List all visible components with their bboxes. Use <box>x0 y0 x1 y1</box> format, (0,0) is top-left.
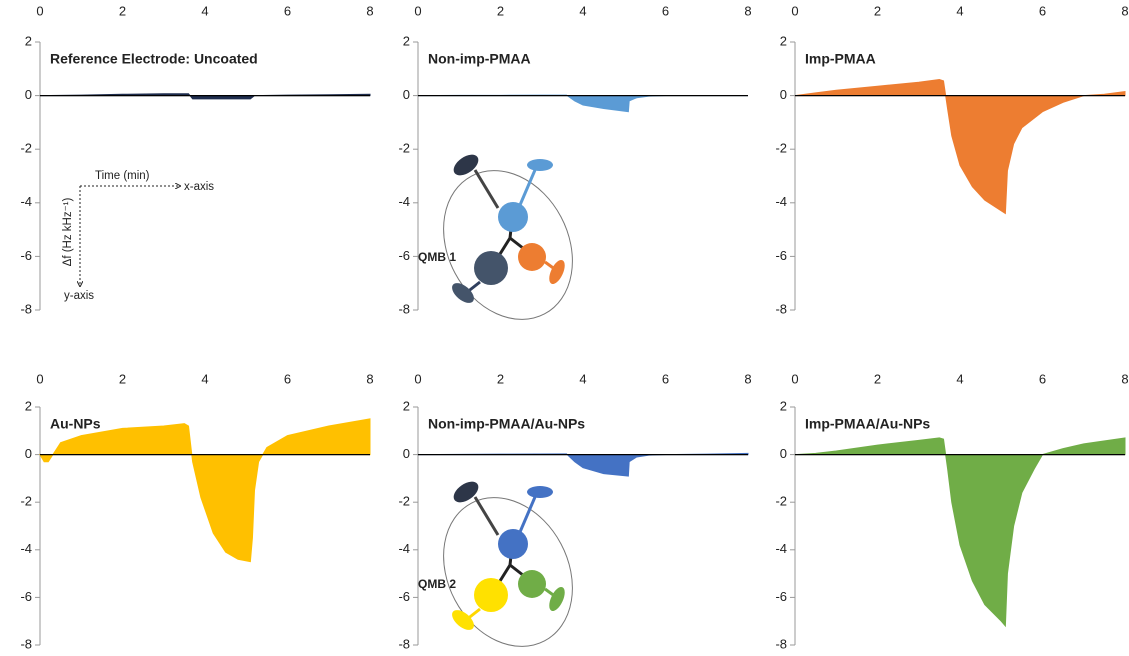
x-tick-label: 0 <box>414 371 421 386</box>
y-tick-label: -6 <box>20 248 32 263</box>
qmb-inset: QMB 2 <box>418 475 598 656</box>
x-tick-label: 8 <box>366 371 373 386</box>
figure: Time (min) x-axis Δf (Hz kHz⁻¹) y-axis Q… <box>0 0 1129 656</box>
x-tick-label: 4 <box>579 371 586 386</box>
panel-title: Au-NPs <box>50 416 101 432</box>
annotation: y-axis <box>64 290 94 302</box>
annotation: QMB 2 <box>418 577 456 591</box>
x-tick-label: 6 <box>284 371 291 386</box>
y-tick-label: 0 <box>780 87 787 102</box>
y-tick-label: -8 <box>775 636 787 651</box>
x-tick-label: 8 <box>1121 3 1128 18</box>
y-tick-label: -6 <box>775 589 787 604</box>
x-tick-label: 4 <box>579 3 586 18</box>
y-tick-label: -8 <box>775 301 787 316</box>
area <box>40 94 370 99</box>
x-tick-label: 2 <box>497 3 504 18</box>
y-tick-label: -8 <box>20 301 32 316</box>
y-tick-label: 0 <box>403 446 410 461</box>
y-tick-label: 0 <box>403 87 410 102</box>
x-tick-label: 0 <box>791 3 798 18</box>
x-tick-label: 8 <box>744 371 751 386</box>
y-tick-label: -4 <box>398 541 410 556</box>
x-tick-label: 6 <box>662 371 669 386</box>
annotation: Δf (Hz kHz⁻¹) <box>62 197 74 266</box>
y-tick-label: -4 <box>20 194 32 209</box>
y-tick-label: -4 <box>398 194 410 209</box>
x-tick-label: 4 <box>201 371 208 386</box>
y-tick-label: -6 <box>398 248 410 263</box>
y-tick-label: -2 <box>20 141 32 156</box>
annotation: Time (min) <box>95 170 150 182</box>
x-tick-label: 2 <box>497 371 504 386</box>
x-tick-label: 6 <box>1039 371 1046 386</box>
y-tick-label: -8 <box>20 636 32 651</box>
qmb-inset: QMB 1 <box>418 148 598 342</box>
y-tick-label: -4 <box>20 541 32 556</box>
x-tick-label: 0 <box>414 3 421 18</box>
x-tick-label: 6 <box>284 3 291 18</box>
x-tick-label: 4 <box>956 3 963 18</box>
panel-title: Imp-PMAA <box>805 51 876 67</box>
y-tick-label: -2 <box>775 141 787 156</box>
y-tick-label: -8 <box>398 301 410 316</box>
y-tick-label: -4 <box>775 194 787 209</box>
area <box>418 453 748 476</box>
panel-title: Reference Electrode: Uncoated <box>50 51 258 67</box>
panel-title: Non-imp-PMAA/Au-NPs <box>428 416 585 432</box>
y-tick-label: -2 <box>20 494 32 509</box>
y-tick-label: -6 <box>20 589 32 604</box>
area <box>795 80 1125 214</box>
y-tick-label: 0 <box>25 87 32 102</box>
x-tick-label: 0 <box>36 371 43 386</box>
annotation: x-axis <box>184 181 214 193</box>
x-tick-label: 2 <box>119 3 126 18</box>
x-tick-label: 6 <box>1039 3 1046 18</box>
x-tick-label: 4 <box>201 3 208 18</box>
y-tick-label: 2 <box>403 33 410 48</box>
y-tick-label: -6 <box>398 589 410 604</box>
y-tick-label: 2 <box>780 398 787 413</box>
y-tick-label: -8 <box>398 636 410 651</box>
y-tick-label: -6 <box>775 248 787 263</box>
panel-title: Imp-PMAA/Au-NPs <box>805 416 930 432</box>
panel-title: Non-imp-PMAA <box>428 51 531 67</box>
x-tick-label: 0 <box>36 3 43 18</box>
x-tick-label: 6 <box>662 3 669 18</box>
y-tick-label: -2 <box>398 494 410 509</box>
area <box>418 95 748 112</box>
x-tick-label: 2 <box>119 371 126 386</box>
y-tick-label: 0 <box>780 446 787 461</box>
area <box>40 419 370 562</box>
y-tick-label: -4 <box>775 541 787 556</box>
y-tick-label: 2 <box>780 33 787 48</box>
y-tick-label: 2 <box>25 33 32 48</box>
x-tick-label: 2 <box>874 371 881 386</box>
axis-legend: Time (min) x-axis Δf (Hz kHz⁻¹) y-axis <box>62 170 214 302</box>
y-tick-label: 2 <box>25 398 32 413</box>
y-tick-label: 2 <box>403 398 410 413</box>
y-tick-label: -2 <box>398 141 410 156</box>
area <box>795 438 1125 626</box>
x-tick-label: 0 <box>791 371 798 386</box>
x-tick-label: 2 <box>874 3 881 18</box>
x-tick-label: 8 <box>744 3 751 18</box>
x-tick-label: 4 <box>956 371 963 386</box>
annotation: QMB 1 <box>418 250 456 264</box>
x-tick-label: 8 <box>1121 371 1128 386</box>
y-tick-label: -2 <box>775 494 787 509</box>
x-tick-label: 8 <box>366 3 373 18</box>
y-tick-label: 0 <box>25 446 32 461</box>
